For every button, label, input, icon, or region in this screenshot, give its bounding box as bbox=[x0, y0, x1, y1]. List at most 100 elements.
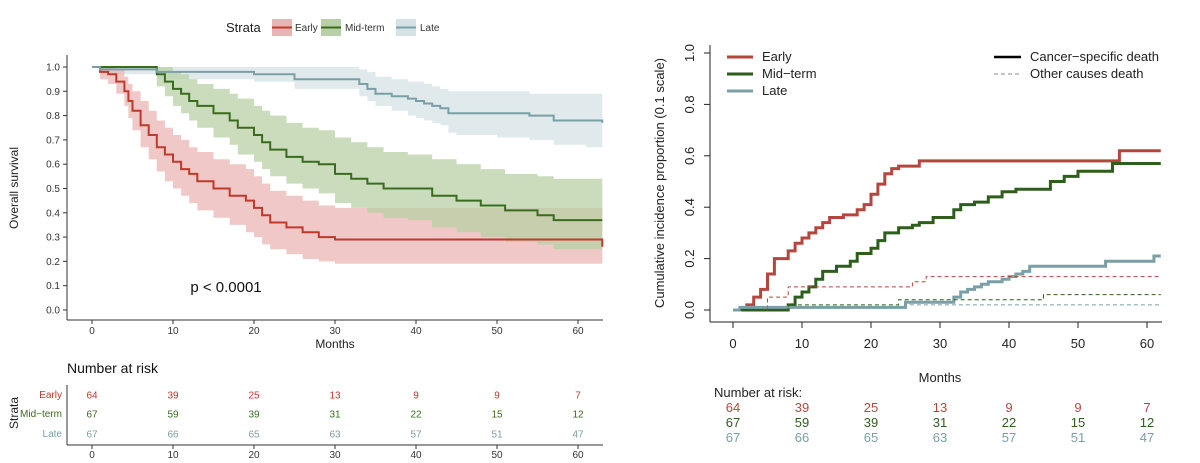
cif-risk-value: 57 bbox=[1002, 430, 1016, 445]
km-x-tick-label: 30 bbox=[329, 326, 341, 337]
km-risk-value: 15 bbox=[491, 410, 503, 421]
cif-risk-value: 9 bbox=[1074, 400, 1081, 415]
km-risk-value: 39 bbox=[167, 391, 179, 402]
cif-x-tick-label: 40 bbox=[1002, 336, 1016, 351]
cif-legend-label-early: Early bbox=[762, 49, 792, 64]
cif-x-axis-label: Months bbox=[919, 370, 962, 385]
km-risk-value: 63 bbox=[329, 430, 341, 441]
km-risk-x-tick-label: 60 bbox=[572, 450, 584, 461]
km-risk-y-label: Strata bbox=[7, 397, 21, 429]
km-risk-value: 13 bbox=[329, 391, 341, 402]
km-y-tick-label: 0.5 bbox=[46, 184, 60, 195]
km-x-tick-label: 10 bbox=[167, 326, 179, 337]
km-risk-x-tick-label: 20 bbox=[248, 450, 260, 461]
km-risk-title: Number at risk bbox=[67, 360, 159, 376]
km-y-tick-label: 0.8 bbox=[46, 111, 60, 122]
cif-y-tick-label: 0.6 bbox=[682, 147, 697, 165]
km-risk-x-tick-label: 0 bbox=[89, 450, 95, 461]
cif-line-mid-term-cancer bbox=[733, 162, 1161, 312]
km-legend-title: Strata bbox=[226, 20, 261, 35]
cif-x-tick-label: 30 bbox=[933, 336, 947, 351]
cif-risk-title: Number at risk: bbox=[714, 385, 802, 400]
km-risk-value: 67 bbox=[86, 410, 98, 421]
km-risk-value: 22 bbox=[410, 410, 422, 421]
km-y-tick-label: 0.4 bbox=[46, 208, 60, 219]
cif-x-tick-label: 60 bbox=[1140, 336, 1154, 351]
cif-risk-value: 39 bbox=[864, 415, 878, 430]
cif-x-tick-label: 20 bbox=[864, 336, 878, 351]
cif-line-early-cancer bbox=[733, 149, 1161, 312]
cif-risk-value: 7 bbox=[1143, 400, 1150, 415]
km-chart: 0.0 0.1 0.2 0.3 0.4 0.5 0.6 0.7 0.8 0.9 1.0 0 10 20 30… bbox=[7, 19, 604, 461]
cif-x-tick-label: 50 bbox=[1071, 336, 1085, 351]
cif-risk-value: 39 bbox=[795, 400, 809, 415]
km-risk-value: 12 bbox=[572, 410, 584, 421]
cif-risk-value: 47 bbox=[1140, 430, 1154, 445]
km-legend-label-mid-term: Mid-term bbox=[345, 23, 384, 34]
km-risk-value: 25 bbox=[248, 391, 260, 402]
cif-x-tick-label: 10 bbox=[795, 336, 809, 351]
cif-risk-value: 12 bbox=[1140, 415, 1154, 430]
cif-y-tick-label: 0.2 bbox=[682, 250, 697, 268]
km-line-mid-term bbox=[92, 66, 603, 222]
cif-legend-type-label: Cancer−specific death bbox=[1030, 49, 1159, 64]
cif-risk-value: 63 bbox=[933, 430, 947, 445]
cif-risk-value: 9 bbox=[1005, 400, 1012, 415]
km-risk-x-tick-label: 40 bbox=[410, 450, 422, 461]
km-p-value: p < 0.0001 bbox=[190, 279, 261, 296]
km-risk-x-tick-label: 30 bbox=[329, 450, 341, 461]
km-risk-value: 47 bbox=[572, 430, 584, 441]
km-y-tick-label: 0.3 bbox=[46, 233, 60, 244]
cif-y-axis-label: Cumulative incidence proportion (0.1 sca… bbox=[652, 58, 667, 308]
km-risk-value: 31 bbox=[329, 410, 341, 421]
km-x-tick-label: 60 bbox=[572, 326, 584, 337]
km-risk-x-tick-label: 10 bbox=[167, 450, 179, 461]
cif-y-tick-label: 0.4 bbox=[682, 198, 697, 216]
cif-risk-value: 22 bbox=[1002, 415, 1016, 430]
cif-risk-value: 15 bbox=[1071, 415, 1085, 430]
km-risk-row-label: Late bbox=[43, 429, 63, 440]
km-risk-value: 66 bbox=[167, 430, 179, 441]
cif-y-tick-label: 1.0 bbox=[682, 44, 697, 62]
km-y-tick-label: 0.6 bbox=[46, 160, 60, 171]
cif-x-tick-label: 0 bbox=[729, 336, 736, 351]
km-risk-value: 57 bbox=[410, 430, 422, 441]
km-risk-value: 65 bbox=[248, 430, 260, 441]
cif-risk-value: 65 bbox=[864, 430, 878, 445]
km-x-tick-label: 0 bbox=[89, 326, 95, 337]
km-risk-value: 67 bbox=[86, 430, 98, 441]
cif-risk-value: 31 bbox=[933, 415, 947, 430]
cif-risk-value: 66 bbox=[795, 430, 809, 445]
km-y-tick-label: 0.0 bbox=[46, 306, 60, 317]
km-risk-value: 64 bbox=[86, 391, 98, 402]
km-line-late bbox=[92, 66, 604, 123]
km-y-axis-label: Overall survival bbox=[7, 147, 21, 229]
km-risk-value: 9 bbox=[494, 391, 500, 402]
km-risk-value: 7 bbox=[575, 391, 581, 402]
cif-legend-label-mid-term: Mid−term bbox=[762, 66, 817, 81]
cif-y-tick-label: 0.8 bbox=[682, 95, 697, 113]
km-y-tick-label: 0.9 bbox=[46, 87, 60, 98]
km-y-tick-label: 0.1 bbox=[46, 281, 60, 292]
cif-chart: 0.0 0.2 0.4 0.6 0.8 1.0 0 10 20 30 40 50 60 Months Cum… bbox=[652, 44, 1162, 445]
cif-line-late-other bbox=[733, 304, 1161, 311]
cif-risk-value: 25 bbox=[864, 400, 878, 415]
cif-y-tick-label: 0.0 bbox=[682, 301, 697, 319]
km-risk-row-label: Mid−term bbox=[20, 409, 62, 420]
cif-risk-value: 51 bbox=[1071, 430, 1085, 445]
km-risk-value: 51 bbox=[491, 430, 503, 441]
km-risk-row-label: Early bbox=[39, 390, 62, 401]
cif-risk-value: 59 bbox=[795, 415, 809, 430]
cif-risk-value: 64 bbox=[726, 400, 740, 415]
km-y-tick-label: 1.0 bbox=[46, 63, 60, 74]
cif-risk-value: 67 bbox=[726, 430, 740, 445]
km-y-tick-label: 0.7 bbox=[46, 135, 60, 146]
cif-line-early-other bbox=[733, 276, 1161, 311]
cif-legend-type-label: Other causes death bbox=[1030, 66, 1143, 81]
km-legend-label-late: Late bbox=[420, 23, 440, 34]
km-band-late bbox=[92, 67, 603, 150]
km-x-axis-label: Months bbox=[315, 337, 354, 351]
cif-legend-label-late: Late bbox=[762, 83, 787, 98]
km-risk-value: 9 bbox=[413, 391, 419, 402]
